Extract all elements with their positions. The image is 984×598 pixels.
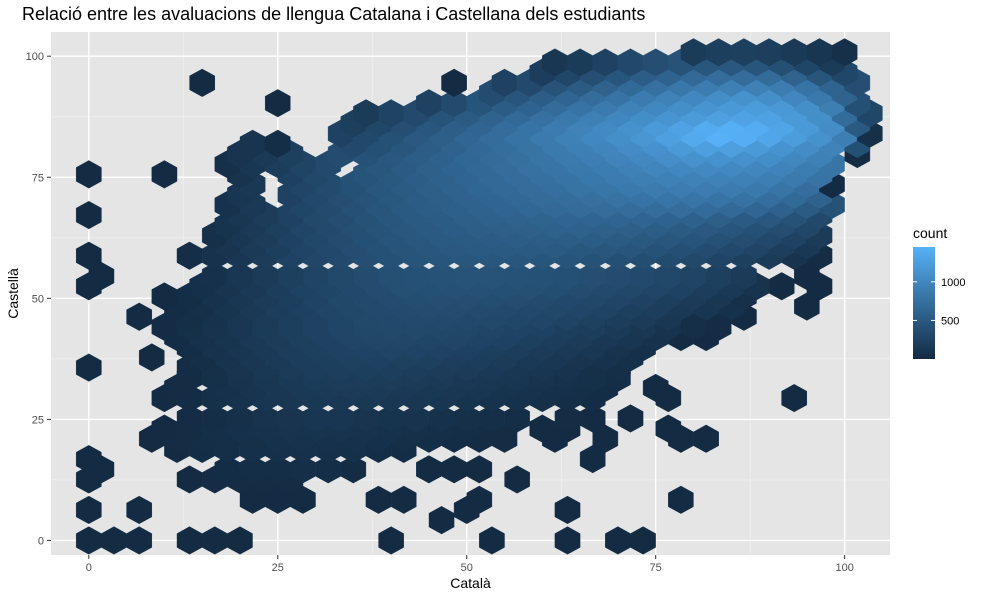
- hex-bin: [504, 465, 530, 494]
- y-tick-label: 100: [26, 51, 44, 63]
- hex-bin: [227, 526, 253, 555]
- x-tick-label: 50: [461, 562, 473, 574]
- hex-bin: [378, 526, 404, 555]
- hex-bin: [617, 404, 644, 433]
- x-axis-title: Català: [450, 575, 491, 591]
- hex-bin: [655, 414, 682, 443]
- hex-bin: [668, 485, 694, 514]
- x-tick-label: 25: [272, 562, 284, 574]
- hex-bin: [391, 485, 417, 514]
- y-axis-title: Castellà: [5, 268, 21, 319]
- hex-bin: [265, 89, 291, 118]
- hex-bin: [340, 455, 367, 484]
- hex-bin: [479, 526, 505, 555]
- hex-bin: [731, 261, 757, 291]
- hex-bin: [75, 160, 102, 189]
- x-tick-label: 0: [86, 562, 92, 574]
- hex-bin: [189, 68, 216, 97]
- hex-bin: [75, 353, 102, 382]
- legend-ticks: 500 1000: [913, 277, 965, 327]
- hex-bin: [75, 241, 102, 270]
- hex-bin: [831, 38, 858, 67]
- hex-bin: [138, 343, 165, 372]
- hex-bin: [554, 495, 581, 525]
- y-tick-label: 0: [38, 535, 44, 547]
- legend-colorbar: [913, 247, 935, 359]
- hex-bin: [579, 404, 606, 433]
- hex-bin: [466, 455, 493, 484]
- y-tick-label: 75: [32, 172, 44, 184]
- hex-bin: [265, 129, 291, 158]
- hex-bin: [75, 445, 102, 474]
- hex-bin: [504, 404, 530, 433]
- hex-bin: [441, 68, 467, 97]
- legend-title: count: [913, 225, 947, 241]
- hex-bin: [75, 200, 102, 230]
- hex-bin: [466, 485, 493, 514]
- x-tick-label: 75: [650, 562, 662, 574]
- hex-bin: [693, 424, 719, 453]
- hex-bin: [781, 384, 807, 413]
- hex-bin: [151, 160, 178, 189]
- x-axis: 0 25 50 75 100: [86, 555, 854, 574]
- y-tick-label: 50: [32, 293, 44, 305]
- y-axis: 0 25 50 75 100: [26, 51, 51, 547]
- hex-bin: [642, 373, 669, 403]
- hex-bin: [554, 526, 581, 555]
- hex-bin: [126, 302, 153, 331]
- hex-bins: [75, 38, 883, 555]
- hex-bin: [75, 495, 102, 525]
- hex-bin: [126, 526, 153, 555]
- hex-bin: [630, 526, 656, 555]
- y-tick-label: 25: [32, 414, 44, 426]
- hex-bin: [126, 495, 153, 525]
- legend-tick-label: 500: [941, 315, 959, 327]
- color-legend: count 500 1000: [913, 225, 965, 359]
- x-tick-label: 100: [835, 562, 853, 574]
- legend-tick-label: 1000: [941, 277, 965, 289]
- chart-title: Relació entre les avaluacions de llengua…: [22, 4, 646, 24]
- hex-bin: [428, 506, 455, 535]
